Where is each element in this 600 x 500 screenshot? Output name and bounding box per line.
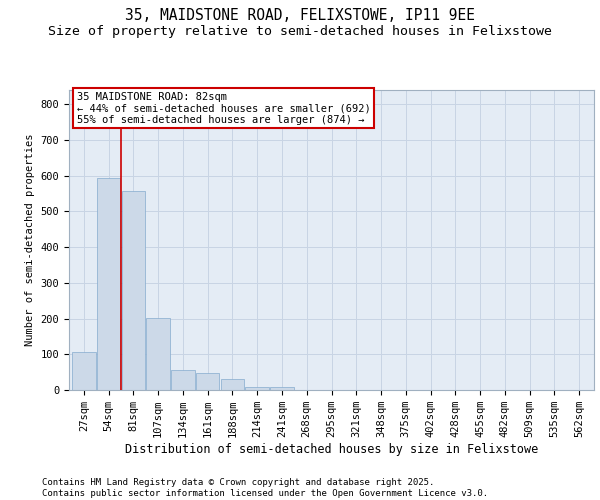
- Text: Contains HM Land Registry data © Crown copyright and database right 2025.
Contai: Contains HM Land Registry data © Crown c…: [42, 478, 488, 498]
- Bar: [245, 387, 269, 390]
- Bar: [97, 178, 121, 390]
- Text: 35 MAIDSTONE ROAD: 82sqm
← 44% of semi-detached houses are smaller (692)
55% of : 35 MAIDSTONE ROAD: 82sqm ← 44% of semi-d…: [77, 92, 371, 124]
- Bar: [171, 370, 194, 390]
- Y-axis label: Number of semi-detached properties: Number of semi-detached properties: [25, 134, 35, 346]
- Text: Size of property relative to semi-detached houses in Felixstowe: Size of property relative to semi-detach…: [48, 24, 552, 38]
- Text: 35, MAIDSTONE ROAD, FELIXSTOWE, IP11 9EE: 35, MAIDSTONE ROAD, FELIXSTOWE, IP11 9EE: [125, 8, 475, 22]
- X-axis label: Distribution of semi-detached houses by size in Felixstowe: Distribution of semi-detached houses by …: [125, 443, 538, 456]
- Bar: [72, 352, 95, 390]
- Bar: [146, 318, 170, 390]
- Bar: [221, 380, 244, 390]
- Bar: [122, 191, 145, 390]
- Bar: [270, 387, 294, 390]
- Bar: [196, 373, 220, 390]
